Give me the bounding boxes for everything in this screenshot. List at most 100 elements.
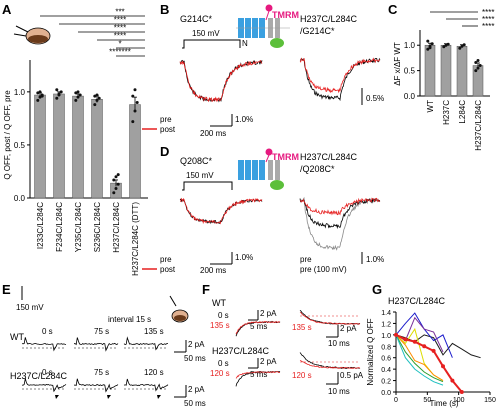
y-tick-label: 1.0 <box>381 333 391 340</box>
bar <box>53 93 65 199</box>
bar <box>424 44 436 97</box>
series-line <box>395 334 444 383</box>
panel-d-left-traces <box>179 197 263 225</box>
post-trace <box>299 197 381 216</box>
panel-b-voltage-step <box>182 39 241 49</box>
panel-d-time-scale: 200 ms <box>200 266 226 275</box>
panel-d-scale-right: 1.0% <box>366 255 384 264</box>
panel-b-scale-left: 1.0% <box>235 115 253 124</box>
panel-d: D Q208C* H237C/L284C /Q208C* 150 mV TMRM… <box>142 144 384 275</box>
post-100mv-trace <box>299 196 381 251</box>
time-label: 0 s <box>42 368 53 377</box>
data-point <box>114 175 118 179</box>
panel-d-post-right: pre (100 mV) <box>300 265 347 274</box>
data-point <box>478 64 482 68</box>
gating-trace <box>123 336 169 351</box>
y-tick-label: 1.2 <box>381 321 391 328</box>
panel-c-ylabel: ΔF x/ΔF WT <box>393 42 402 86</box>
panel-b-right-traces <box>299 57 381 102</box>
panel-d-pre-right: pre <box>300 255 312 264</box>
data-point <box>426 47 430 51</box>
panel-b-right-title-2: /G214C* <box>300 26 335 36</box>
bar <box>129 104 141 199</box>
series-point <box>422 344 427 349</box>
panel-f-wt-label: WT <box>212 298 226 308</box>
panel-e-mut-label: H237C/L284C <box>10 371 68 381</box>
time-label: 120 s <box>144 368 164 377</box>
series-point <box>394 332 398 337</box>
panel-e-wt-label: WT <box>10 332 24 342</box>
panel-b-pre-legend: pre <box>160 115 172 124</box>
current-trace <box>299 360 361 369</box>
bar <box>34 94 46 199</box>
current-trace <box>299 352 361 369</box>
panel-c: C ************ 0.00.51.0 ΔF x/ΔF WT WT H2… <box>388 2 494 151</box>
panel-g: G H237C/L284C 0.0 0.2 0.4 0.6 0.8 1.0 1.2 1.4 0 5… <box>366 282 496 408</box>
panel-f-mut-right-scale-ms: 10 ms <box>328 387 350 396</box>
x-tick-label: H237C/L284C <box>112 202 121 253</box>
panel-d-label: D <box>160 144 169 159</box>
data-point <box>474 60 478 64</box>
panel-a-ylabel: Q OFF, post / Q OFF, pre <box>3 90 12 180</box>
x-tick-label: F234C/L284C <box>55 202 64 252</box>
current-trace <box>235 320 281 335</box>
time-label: 75 s <box>94 327 109 336</box>
panel-d-scale-left: 1.0% <box>235 253 253 262</box>
channel-cartoon-b-icon: N <box>236 4 290 48</box>
x-tick-label: H237C/L284C (DTT) <box>131 202 140 276</box>
panel-d-right-title-1: H237C/L284C <box>300 152 358 162</box>
y-tick-label: 0.5 <box>404 67 416 76</box>
panel-b-right-title-1: H237C/L284C <box>300 14 358 24</box>
y-tick-label: 0.5 <box>14 141 26 150</box>
panel-c-bars <box>424 39 484 97</box>
data-point <box>476 58 480 62</box>
data-point <box>133 109 137 113</box>
data-point <box>40 94 44 98</box>
data-point <box>442 45 446 49</box>
sig-stars: **** <box>114 32 126 41</box>
y-tick-label: 1.0 <box>404 41 416 50</box>
panel-e-scale-ms-wt: 50 ms <box>184 354 206 363</box>
panel-d-pre-legend: pre <box>160 255 172 264</box>
panel-b-voltage: 150 mV <box>192 29 220 38</box>
panel-g-lines <box>394 312 481 394</box>
data-point <box>133 88 137 92</box>
pre-trace <box>179 59 263 103</box>
arrow-icon <box>107 395 111 399</box>
data-point <box>112 191 116 195</box>
data-point <box>114 186 118 190</box>
x-tick-label: I233C/L284C <box>36 202 45 249</box>
data-point <box>97 96 101 100</box>
bar <box>440 44 452 97</box>
panel-d-voltage: 150 mV <box>186 171 214 180</box>
time-label: 75 s <box>94 368 109 377</box>
channel-cartoon-d-icon <box>238 148 284 190</box>
data-point <box>95 93 99 97</box>
gating-trace <box>21 378 67 393</box>
panel-e-voltage: 150 mV <box>16 303 44 312</box>
panel-b-left-traces <box>179 59 263 103</box>
series-point <box>403 337 408 342</box>
panel-d-right-traces <box>299 196 381 251</box>
series-line <box>395 334 444 382</box>
bar <box>456 45 468 97</box>
y-tick-label: 0.4 <box>381 367 391 374</box>
data-point <box>116 173 120 177</box>
panel-b: B G214C* H237C/L284C /G214C* 150 mV N TM… <box>142 2 384 138</box>
series-point <box>450 378 455 383</box>
pre-trace <box>299 57 381 102</box>
panel-a-significance: *********************** <box>40 8 145 57</box>
dtt-pipette-icon <box>13 25 51 45</box>
pre-trace <box>179 198 263 225</box>
arrow-icon <box>55 395 59 399</box>
panel-d-right-title-2: /Q208C* <box>300 164 335 174</box>
series-line <box>395 334 444 386</box>
panel-c-significance: ************ <box>430 8 494 31</box>
panel-b-time-scale: 200 ms <box>200 129 226 138</box>
panel-b-scale-right: 0.5% <box>366 94 384 103</box>
panel-f-wt-right-scale-pa: 2 pA <box>340 324 357 333</box>
gating-trace <box>73 337 119 352</box>
panel-e-scale-pa-wt: 2 pA <box>188 340 205 349</box>
panel-f-mut-label: H237C/L284C <box>212 346 270 356</box>
